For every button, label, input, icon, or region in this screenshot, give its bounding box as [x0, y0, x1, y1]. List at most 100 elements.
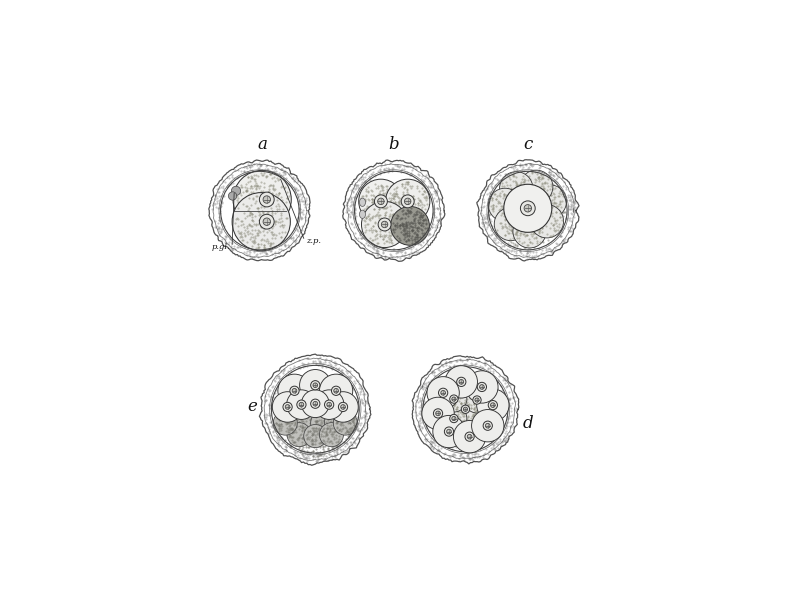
Circle shape: [325, 409, 352, 436]
Circle shape: [286, 390, 316, 419]
Circle shape: [263, 218, 270, 226]
Circle shape: [287, 422, 311, 446]
Circle shape: [488, 188, 522, 221]
Circle shape: [473, 396, 481, 404]
Circle shape: [310, 399, 320, 409]
Circle shape: [405, 198, 411, 205]
Circle shape: [299, 403, 304, 407]
Circle shape: [294, 410, 320, 436]
Circle shape: [297, 400, 306, 409]
Text: b: b: [389, 136, 399, 154]
Circle shape: [445, 365, 478, 398]
Circle shape: [358, 179, 403, 224]
Text: d: d: [522, 415, 533, 431]
Ellipse shape: [359, 210, 366, 218]
Circle shape: [310, 380, 320, 390]
Circle shape: [483, 421, 492, 430]
Circle shape: [441, 406, 467, 431]
Circle shape: [259, 214, 274, 229]
Circle shape: [274, 411, 298, 435]
Circle shape: [457, 377, 466, 386]
Circle shape: [500, 172, 533, 205]
Text: a: a: [258, 136, 267, 154]
Circle shape: [334, 411, 358, 435]
Circle shape: [283, 403, 292, 412]
Circle shape: [530, 205, 563, 238]
Circle shape: [462, 405, 470, 413]
Circle shape: [438, 388, 448, 397]
Circle shape: [465, 432, 474, 441]
Circle shape: [504, 184, 552, 232]
Circle shape: [441, 386, 467, 412]
Circle shape: [338, 403, 348, 412]
Circle shape: [402, 195, 414, 208]
Circle shape: [441, 391, 446, 395]
Circle shape: [233, 170, 291, 229]
Circle shape: [434, 409, 442, 418]
Circle shape: [524, 205, 531, 212]
Circle shape: [471, 410, 504, 442]
Circle shape: [261, 355, 370, 464]
Circle shape: [386, 179, 430, 224]
Circle shape: [450, 395, 458, 403]
Circle shape: [463, 407, 467, 412]
Circle shape: [263, 196, 270, 203]
Circle shape: [433, 415, 465, 448]
Circle shape: [390, 206, 430, 245]
Circle shape: [292, 388, 297, 393]
Circle shape: [478, 382, 486, 392]
Circle shape: [334, 388, 338, 393]
Circle shape: [464, 387, 490, 413]
Circle shape: [319, 422, 343, 446]
Circle shape: [477, 389, 509, 421]
Circle shape: [259, 192, 274, 207]
Circle shape: [362, 202, 408, 248]
Circle shape: [313, 401, 318, 406]
Circle shape: [327, 403, 331, 407]
Circle shape: [466, 371, 498, 403]
Circle shape: [325, 400, 334, 409]
Circle shape: [444, 427, 454, 436]
Circle shape: [328, 392, 358, 422]
Circle shape: [452, 416, 456, 421]
Circle shape: [278, 374, 311, 407]
Circle shape: [534, 185, 566, 218]
Ellipse shape: [359, 198, 366, 206]
Circle shape: [459, 380, 464, 384]
Circle shape: [382, 221, 388, 227]
Circle shape: [374, 195, 387, 208]
Circle shape: [486, 424, 490, 428]
Circle shape: [490, 403, 495, 407]
Circle shape: [290, 386, 299, 395]
Circle shape: [454, 421, 486, 453]
Circle shape: [299, 370, 331, 401]
Text: p.gl.: p.gl.: [211, 242, 230, 251]
Circle shape: [475, 398, 479, 402]
Circle shape: [450, 394, 480, 424]
Circle shape: [278, 409, 306, 436]
Circle shape: [378, 218, 391, 231]
Circle shape: [450, 415, 458, 422]
Circle shape: [210, 161, 310, 260]
Circle shape: [272, 392, 303, 422]
Circle shape: [229, 192, 237, 200]
Circle shape: [479, 385, 484, 389]
Circle shape: [427, 377, 459, 409]
Circle shape: [452, 397, 456, 401]
Circle shape: [412, 356, 518, 463]
Circle shape: [304, 425, 327, 448]
Circle shape: [314, 390, 344, 419]
Circle shape: [313, 383, 318, 388]
Text: z.p.: z.p.: [306, 236, 321, 245]
Circle shape: [494, 208, 527, 241]
Circle shape: [422, 397, 454, 430]
Circle shape: [378, 198, 384, 205]
Circle shape: [513, 215, 546, 248]
Circle shape: [302, 390, 329, 418]
Circle shape: [319, 374, 353, 407]
Circle shape: [232, 193, 290, 251]
Circle shape: [231, 186, 241, 196]
Text: c: c: [523, 136, 533, 154]
Circle shape: [436, 411, 440, 416]
Circle shape: [521, 201, 535, 215]
